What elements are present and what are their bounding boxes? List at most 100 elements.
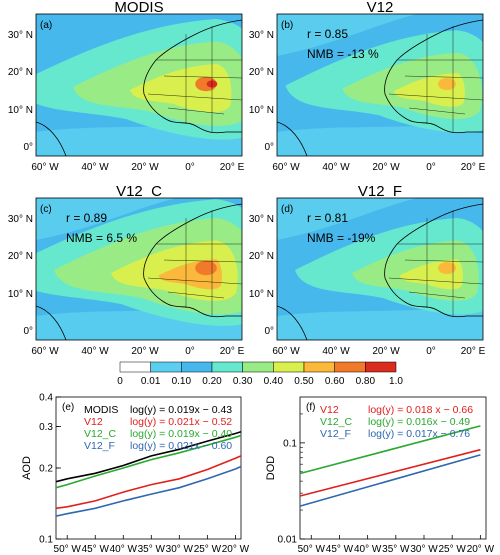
x-tick-label: 45° W: [326, 544, 354, 555]
y-axis-label: AOD: [21, 456, 33, 480]
legend-name: MODIS: [84, 404, 118, 416]
colorbar-label: 0: [117, 376, 123, 387]
colorbar-swatch: [242, 361, 274, 373]
line-panel-e: 50° W 45° W 40° W 35° W 30° W 25° W 20° W 0.4 0.…: [21, 393, 250, 555]
panel-letter: (a): [40, 20, 52, 31]
panel-letter: (d): [281, 204, 293, 215]
legend-fit: log(y) = 0.016x − 0.49: [368, 416, 470, 428]
colorbar-label: 0.01: [141, 376, 161, 387]
lat-ticks-left: 30° N 20° N 10° N 0° 30° N 20° N 10° N 0…: [8, 30, 33, 337]
x-tick-label: 35° W: [382, 544, 410, 555]
panel-letter: (c): [40, 204, 52, 215]
lat-tick: 10° N: [249, 105, 274, 116]
lon-tick: 0°: [185, 162, 195, 173]
colorbar-label: 1.0: [389, 376, 403, 387]
lon-tick: 20° W: [131, 162, 159, 173]
lat-tick: 20° N: [8, 251, 33, 262]
map-panel-d: V12_F (d) r = 0.81 NMB = -19%: [276, 183, 484, 341]
y-tick-label: 0.3: [39, 422, 53, 433]
lat-tick: 0°: [264, 326, 274, 337]
colorbar-label: 0.30: [233, 376, 253, 387]
map-title: V12_C: [116, 183, 162, 200]
colorbar-swatch: [273, 361, 305, 373]
lat-tick: 10° N: [249, 289, 274, 300]
lon-tick: 60° W: [31, 346, 59, 357]
y-axis-label: DOD: [265, 456, 277, 481]
lon-tick: 20° E: [461, 162, 486, 173]
coastline: [143, 203, 242, 318]
lat-tick: 20° N: [8, 67, 33, 78]
lat-ticks-right: 30° N 20° N 10° N 0° 30° N 20° N 10° N 0…: [249, 30, 274, 337]
colorbar-label: 0.60: [325, 376, 345, 387]
legend-name: V12_F: [320, 428, 351, 440]
stat-nmb: NMB = 6.5 %: [66, 231, 137, 245]
x-tick-label: 40° W: [354, 544, 382, 555]
legend-name: V12_C: [320, 416, 353, 428]
x-tick-label: 20° W: [467, 544, 495, 555]
lat-tick: 10° N: [8, 105, 33, 116]
lon-tick: 20° W: [131, 346, 159, 357]
x-tick-label: 50° W: [298, 544, 326, 555]
panel-letter: (f): [306, 402, 315, 413]
map-panel-a: MODIS (a): [35, 0, 243, 157]
series-line-v12: [55, 455, 242, 510]
x-tick-label: 25° W: [439, 544, 467, 555]
colorbar-swatch: [211, 361, 243, 373]
stat-r: r = 0.81: [307, 211, 348, 225]
lon-tick: 40° W: [81, 346, 109, 357]
series-line-v12: [299, 448, 481, 497]
lat-tick: 20° N: [249, 67, 274, 78]
lon-tick: 40° W: [322, 162, 350, 173]
series-line-v12-c: [299, 425, 481, 475]
map-title: V12_F: [358, 183, 402, 200]
colorbar-swatch: [334, 361, 366, 373]
legend-fit: log(y) = 0.018 x − 0.66: [368, 404, 473, 416]
legend-fit: log(y) = 0.019x − 0.40: [130, 428, 232, 440]
stat-r: r = 0.85: [307, 27, 348, 41]
coastline: [143, 19, 242, 134]
legend-name: V12: [84, 416, 103, 428]
y-tick-label: 0.1: [283, 438, 297, 449]
lon-tick: 20° E: [461, 346, 486, 357]
x-tick-label: 40° W: [110, 544, 138, 555]
stat-nmb: NMB = -19%: [307, 231, 376, 245]
lat-tick: 20° N: [249, 251, 274, 262]
coastline: [384, 19, 483, 134]
lat-tick: 0°: [264, 142, 274, 153]
lon-tick: 0°: [426, 346, 436, 357]
map-panel-c: V12_C (c) r = 0.89 NMB = 6.5 %: [35, 183, 243, 341]
y-tick-label: 0.01: [278, 535, 298, 546]
stat-nmb: NMB = -13 %: [307, 47, 379, 61]
panel-letter: (b): [281, 20, 293, 31]
lat-tick: 10° N: [8, 289, 33, 300]
map-panels: MODIS (a) V12 (b) r = 0.85 NMB = -13 % V…: [8, 0, 486, 357]
series-line-v12-f: [299, 454, 481, 507]
plot-frame: [299, 396, 487, 540]
lon-tick: 0°: [426, 162, 436, 173]
legend-fit: log(y) = 0.017x − 0.76: [368, 428, 470, 440]
map-panel-b: V12 (b) r = 0.85 NMB = -13 %: [276, 0, 484, 157]
colorbar-label: 0.10: [172, 376, 192, 387]
x-tick-label: 30° W: [410, 544, 438, 555]
colorbar: 0 0.01 0.10 0.20 0.30 0.40 0.50 0.60 0.80 1.0: [117, 361, 403, 387]
lon-tick: 20° E: [220, 162, 245, 173]
legend-fit: log(y) = 0.021x − 0.60: [130, 440, 232, 452]
x-tick-label: 35° W: [138, 544, 166, 555]
colorbar-label: 0.80: [356, 376, 376, 387]
lon-tick: 60° W: [272, 346, 300, 357]
lon-tick: 60° W: [272, 162, 300, 173]
colorbar-swatch: [181, 361, 213, 373]
lon-tick: 40° W: [322, 346, 350, 357]
x-tick-label: 50° W: [54, 544, 82, 555]
colorbar-swatch: [150, 361, 182, 373]
lon-tick: 20° W: [372, 162, 400, 173]
line-panel-f: 50° W 45° W 40° W 35° W 30° W 25° W 20° W 0.1 0.…: [265, 396, 495, 555]
x-tick-label: 45° W: [82, 544, 110, 555]
colorbar-label: 0.20: [202, 376, 222, 387]
series-line-v12-f: [55, 465, 242, 517]
lat-tick: 0°: [23, 142, 33, 153]
colorbar-label: 0.40: [264, 376, 284, 387]
lon-tick: 0°: [185, 346, 195, 357]
colorbar-swatch: [365, 361, 397, 373]
